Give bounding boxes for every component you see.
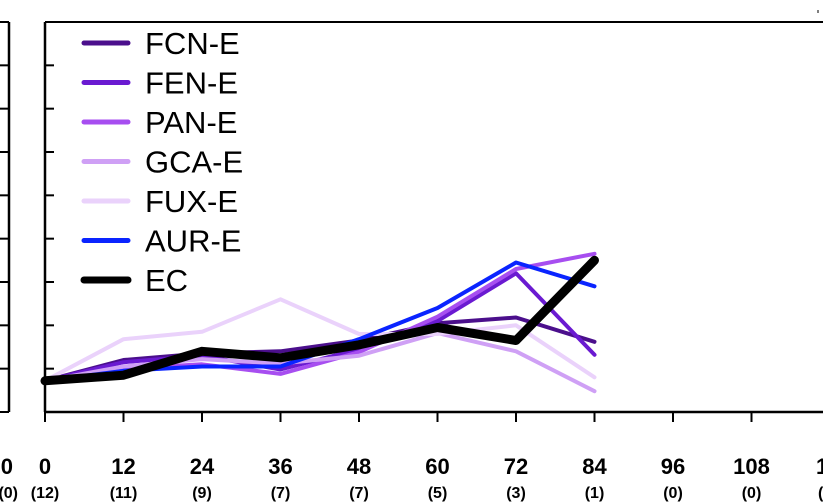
plot-axes: [43, 10, 823, 414]
legend: FCN-E FEN-E PAN-E GCA-E FUX-E AUR-E EC: [80, 26, 243, 298]
series-line-ec: [40, 255, 599, 386]
legend-label-fcn-e: FCN-E: [145, 26, 240, 61]
left-partial-tick-label: 20: [0, 454, 13, 479]
series-line-gca-e: [43, 331, 597, 394]
x-tick-count-label: (5): [428, 485, 448, 502]
x-tick-count-label: (12): [31, 485, 59, 502]
x-tick-label: 48: [347, 454, 371, 479]
series-line-fux-e: [43, 297, 597, 383]
legend-label-gca-e: GCA-E: [145, 145, 243, 180]
x-tick-count-label: (7): [271, 485, 291, 502]
x-tick-label: 24: [190, 454, 215, 479]
x-tick-label: 96: [661, 454, 685, 479]
x-tick-label: 36: [268, 454, 292, 479]
x-tick-count-label: (1): [585, 485, 605, 502]
left-partial-tick-count: (0): [0, 485, 18, 502]
x-tick-count-label: (: [818, 485, 823, 502]
x-tick-label: 60: [425, 454, 449, 479]
x-tick-count-label: (9): [192, 485, 212, 502]
legend-label-aur-e: AUR-E: [145, 224, 241, 259]
x-tick-count-label: (0): [742, 485, 762, 502]
x-tick-label: 12: [816, 454, 823, 479]
x-tick-count-label: (0): [663, 485, 683, 502]
x-axis-ticks: 0 (12) 12 (11) 24 (9) 36 (7) 48 (7) 60 (5) 72 (3) 84 (1…: [31, 412, 823, 502]
left-plot-edge: 20(0): [0, 22, 18, 502]
x-tick-label: 84: [582, 454, 607, 479]
series-lines: [40, 251, 599, 394]
legend-label-fux-e: FUX-E: [145, 184, 238, 219]
x-tick-label: 108: [733, 454, 770, 479]
x-tick-label: 72: [504, 454, 528, 479]
y-axis-ticks: [0, 21, 54, 413]
x-tick-count-label: (11): [110, 485, 138, 502]
legend-label-ec: EC: [145, 263, 188, 298]
series-line-fcn-e: [43, 315, 597, 383]
x-tick-count-label: (7): [349, 485, 369, 502]
x-tick-label: 12: [111, 454, 135, 479]
legend-label-pan-e: PAN-E: [145, 105, 237, 140]
x-tick-count-label: (3): [506, 485, 526, 502]
x-tick-label: 0: [39, 454, 51, 479]
legend-label-fen-e: FEN-E: [145, 66, 238, 101]
